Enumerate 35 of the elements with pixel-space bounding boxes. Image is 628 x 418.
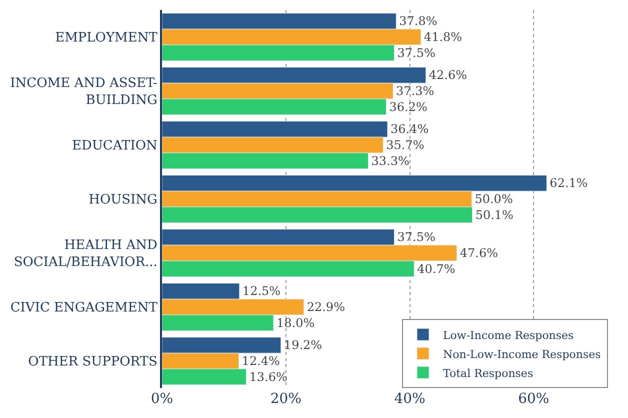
- data-label: 13.6%: [249, 370, 288, 384]
- data-label: 36.2%: [389, 100, 428, 114]
- data-label: 50.0%: [474, 192, 513, 206]
- data-label: 33.3%: [371, 154, 410, 168]
- x-tick-label: 20%: [270, 391, 302, 407]
- x-tick-label: 40%: [394, 391, 426, 407]
- data-label: 12.4%: [242, 354, 280, 368]
- data-label: 36.4%: [390, 122, 429, 136]
- data-label: 47.6%: [460, 246, 498, 260]
- y-tick-label: EDUCATION: [72, 138, 158, 154]
- data-label: 22.9%: [306, 300, 345, 314]
- y-tick-label: HOUSING: [88, 192, 158, 208]
- x-tick-label: 0%: [150, 391, 174, 407]
- data-label: 42.6%: [428, 68, 468, 82]
- data-label: 35.7%: [386, 138, 424, 152]
- legend-label: Non-Low-Income Responses: [443, 348, 602, 361]
- data-label: 18.0%: [276, 316, 315, 330]
- data-label: 37.5%: [397, 46, 436, 60]
- y-tick-label: CIVIC ENGAGEMENT: [10, 300, 158, 316]
- x-tick-label: 60%: [518, 391, 550, 407]
- y-tick-label: HEALTH AND SOCIAL/BEHAVIOR...: [14, 238, 158, 270]
- data-label: 12.5%: [242, 284, 281, 298]
- data-label: 62.1%: [550, 176, 588, 190]
- data-label: 19.2%: [284, 338, 322, 352]
- y-tick-label: OTHER SUPPORTS: [28, 354, 158, 370]
- data-label: 41.8%: [424, 30, 462, 44]
- legend-label: Low-Income Responses: [443, 328, 574, 342]
- y-tick-label: INCOME AND ASSET-BUILDING: [10, 76, 158, 108]
- data-label: 37.5%: [397, 230, 436, 244]
- y-tick-label: EMPLOYMENT: [55, 30, 158, 46]
- data-label: 37.3%: [396, 84, 434, 98]
- data-label: 37.8%: [399, 14, 438, 28]
- data-label: 50.1%: [475, 208, 514, 222]
- data-label: 40.7%: [417, 262, 456, 276]
- legend-label: Total Responses: [443, 366, 534, 380]
